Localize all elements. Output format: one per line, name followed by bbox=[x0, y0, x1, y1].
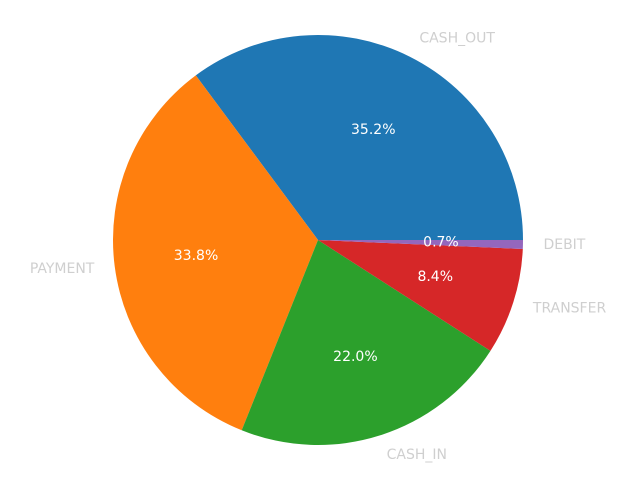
pie-slice-transfer bbox=[318, 240, 523, 351]
slice-label-cash-in: CASH_IN bbox=[387, 447, 447, 463]
slice-label-debit: DEBIT bbox=[543, 237, 585, 253]
slice-label-payment: PAYMENT bbox=[30, 261, 95, 277]
slice-percent-payment: 33.8% bbox=[174, 248, 218, 264]
labels-layer: CASH_OUT 35.2% PAYMENT 33.8% CASH_IN 22.0% TRA… bbox=[30, 31, 607, 463]
pie-slice-cash-out bbox=[195, 35, 523, 241]
slice-percent-cash-in: 22.0% bbox=[333, 349, 377, 365]
pie-slice-payment bbox=[113, 75, 318, 431]
slice-label-transfer: TRANSFER bbox=[532, 300, 607, 316]
slice-percent-debit: 0.7% bbox=[423, 235, 459, 251]
slice-label-cash-out: CASH_OUT bbox=[419, 31, 495, 47]
pie-slice-debit bbox=[318, 240, 523, 250]
slices-layer bbox=[113, 35, 523, 445]
pie-slice-cash-in bbox=[241, 240, 491, 445]
slice-percent-transfer: 8.4% bbox=[417, 269, 453, 285]
slice-percent-cash-out: 35.2% bbox=[351, 122, 395, 138]
